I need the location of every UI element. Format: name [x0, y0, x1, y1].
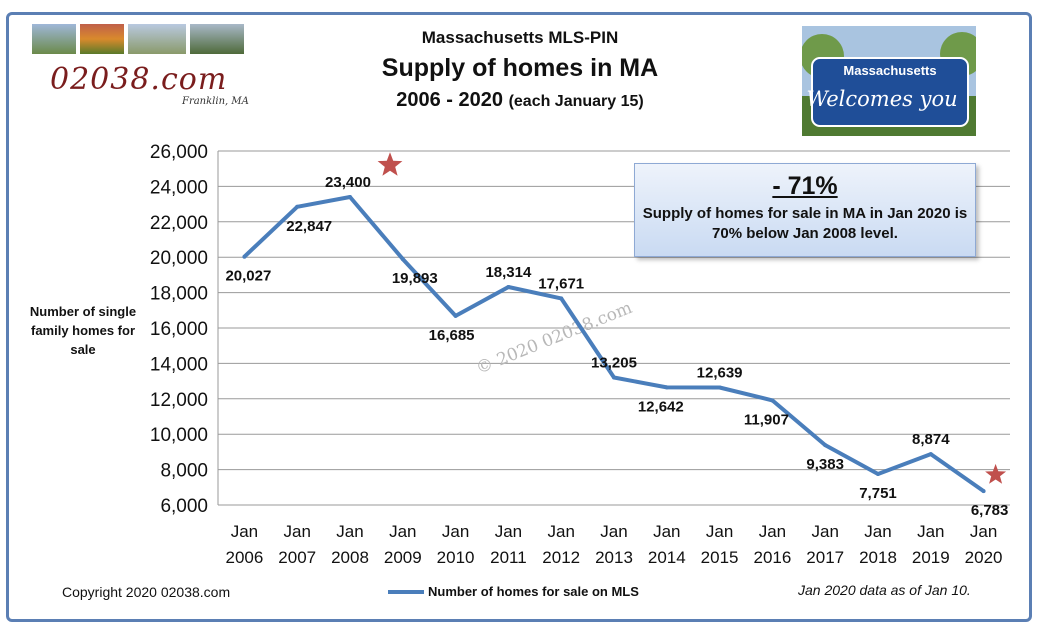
logo-text: 02038.com [50, 62, 228, 97]
legend-swatch [388, 589, 424, 594]
y-tick-label: 6,000 [160, 496, 208, 517]
welcome-sign-image: Massachusetts Welcomes you [802, 26, 976, 136]
y-tick-label: 16,000 [150, 319, 208, 340]
x-tick-label: Jan 2009 [384, 522, 422, 567]
x-tick-label: Jan 2020 [965, 522, 1003, 567]
title-note: (each January 15) [508, 93, 644, 110]
data-label: 8,874 [912, 431, 950, 448]
data-label: 18,314 [485, 264, 532, 281]
y-tick-label: 8,000 [160, 461, 208, 482]
data-label: 23,400 [325, 174, 371, 191]
data-point [928, 452, 933, 457]
star-icon-peak [377, 152, 403, 176]
data-point [242, 254, 247, 259]
data-labels: 20,027 22,847 23,400 19,893 16,685 18,314 17,6… [225, 174, 1008, 519]
data-label: 13,205 [591, 354, 637, 371]
data-point [400, 257, 405, 262]
x-tick-label: Jan 2008 [331, 522, 369, 567]
data-note: Jan 2020 data as of Jan 10. [798, 582, 971, 598]
title-line1: Massachusetts MLS-PIN [421, 28, 619, 47]
x-tick-label: Jan 2015 [701, 522, 739, 567]
copyright-text: Copyright 2020 02038.com [62, 584, 231, 600]
data-point [295, 204, 300, 209]
thumb-building-icon [128, 24, 186, 54]
data-point [559, 296, 564, 301]
x-tick-labels: Jan 2006 Jan 2007 Jan 2008 Jan 2009 Jan 2010 Jan 20… [225, 522, 1002, 567]
data-label: 22,847 [286, 218, 332, 235]
legend-label: Number of homes for sale on MLS [428, 584, 639, 599]
y-tick-label: 18,000 [150, 284, 208, 305]
x-tick-label: Jan 2013 [595, 522, 633, 567]
data-label: 19,893 [392, 270, 438, 287]
data-point [612, 375, 616, 380]
data-label: 12,642 [638, 398, 684, 415]
y-tick-label: 20,000 [150, 248, 208, 269]
data-label: 6,783 [971, 502, 1009, 519]
x-tick-label: Jan 2014 [648, 522, 686, 567]
data-label: 17,671 [538, 275, 584, 292]
y-axis-label: Number of single family homes for sale [29, 304, 137, 357]
title-line2: Supply of homes in MA [381, 54, 659, 82]
title-line3: 2006 - 2020 (each January 15) [330, 89, 710, 112]
y-tick-labels: 6,000 8,000 10,000 12,000 14,000 16,000 18,000… [150, 142, 208, 517]
y-tick-label: 10,000 [150, 425, 208, 446]
thumb-autumn-tree-icon [80, 24, 124, 54]
data-point [823, 443, 828, 448]
data-label: 9,383 [806, 456, 844, 473]
callout-box: - 71% Supply of homes for sale in MA in … [634, 163, 976, 257]
data-label: 7,751 [859, 485, 897, 502]
x-tick-label: Jan 2018 [859, 522, 897, 567]
x-tick-label: Jan 2012 [542, 522, 580, 567]
callout-headline: - 71% [772, 172, 838, 200]
sign-welcome-text: Welcomes you [806, 87, 957, 111]
sign-state-text: Massachusetts [843, 63, 936, 78]
logo-subtitle: Franklin, MA [182, 96, 249, 107]
x-tick-label: Jan 2007 [278, 522, 316, 567]
y-tick-label: 26,000 [150, 142, 208, 163]
data-point [770, 398, 775, 403]
legend: Number of homes for sale on MLS [388, 584, 639, 599]
data-point [981, 489, 986, 494]
data-point [717, 385, 722, 390]
chart-title-block: Massachusetts MLS-PIN Supply of homes in… [330, 28, 710, 112]
y-tick-label: 14,000 [150, 354, 208, 375]
data-point [876, 472, 880, 477]
data-points [242, 195, 986, 494]
x-tick-label: Jan 2006 [225, 522, 263, 567]
callout-text: Supply of homes for sale in MA in Jan 20… [642, 205, 968, 242]
x-tick-label: Jan 2017 [806, 522, 844, 567]
x-tick-label: Jan 2016 [753, 522, 791, 567]
x-tick-label: Jan 2011 [490, 522, 527, 567]
data-point [348, 195, 352, 200]
data-point [506, 285, 511, 290]
x-tick-label: Jan 2019 [912, 522, 950, 567]
data-label: 20,027 [225, 268, 271, 285]
data-label: 12,639 [697, 364, 743, 381]
data-label: 11,907 [744, 411, 789, 428]
thumb-statue-icon [190, 24, 244, 54]
y-tick-label: 12,000 [150, 390, 208, 411]
data-label: 16,685 [429, 327, 475, 344]
data-point [453, 313, 458, 318]
thumb-house-icon [32, 24, 76, 54]
y-tick-label: 22,000 [150, 213, 208, 234]
star-icon-latest [985, 463, 1007, 484]
y-tick-label: 24,000 [150, 177, 208, 198]
site-logo: 02038.com Franklin, MA [32, 24, 270, 110]
title-years: 2006 - 2020 [396, 89, 503, 111]
x-tick-label: Jan 2010 [437, 522, 475, 567]
data-point [664, 385, 669, 390]
